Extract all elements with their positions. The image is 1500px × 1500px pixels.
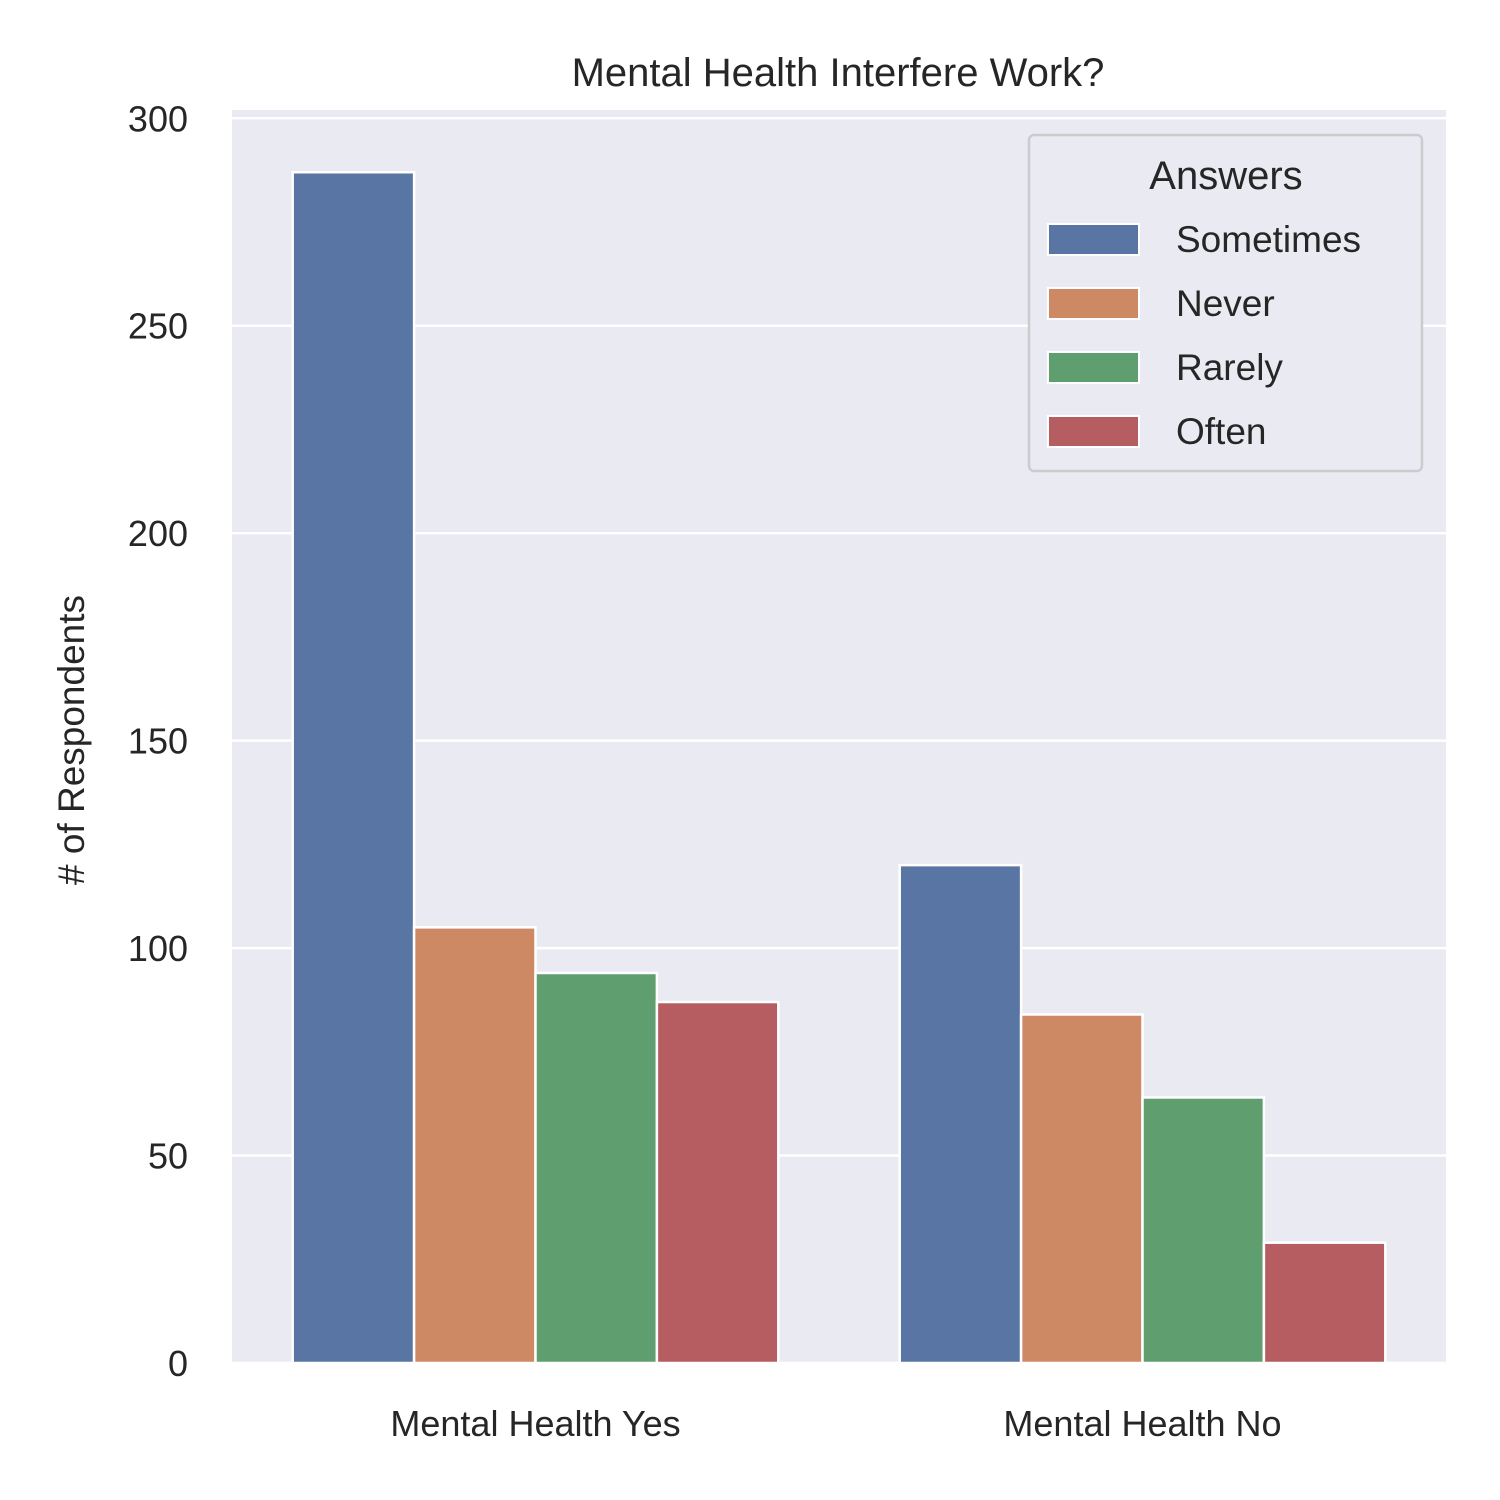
bar-often-no	[1262, 1241, 1387, 1365]
y-tick-label: 200	[128, 513, 188, 554]
legend-swatch-rarely	[1047, 351, 1140, 384]
legend-label-often: Often	[1176, 411, 1267, 452]
legend-swatch-sometimes	[1047, 223, 1140, 256]
y-tick-label: 50	[148, 1136, 188, 1177]
x-tick-labels: Mental Health Yes Mental Health No	[390, 1403, 1281, 1444]
bar-often-yes	[655, 1000, 780, 1365]
y-tick-label: 250	[128, 306, 188, 347]
x-tick-label: Mental Health No	[1003, 1403, 1281, 1444]
y-tick-label: 300	[128, 98, 188, 139]
bar-never-yes	[412, 926, 537, 1365]
y-tick-label: 150	[128, 721, 188, 762]
legend: Answers Sometimes Never Rarely Often	[1027, 133, 1424, 473]
legend-swatch-never	[1047, 287, 1140, 320]
legend-label-sometimes: Sometimes	[1176, 219, 1361, 260]
y-tick-label: 0	[168, 1343, 188, 1384]
bar-never-no	[1019, 1013, 1144, 1365]
legend-swatch-often	[1047, 415, 1140, 448]
bar-sometimes-yes	[291, 170, 416, 1365]
y-tick-labels: 0 50 100 150 200 250 300	[128, 98, 188, 1384]
y-axis-label: # of Respondents	[51, 595, 92, 885]
bar-rarely-no	[1141, 1096, 1266, 1365]
chart-title: Mental Health Interfere Work?	[572, 51, 1105, 95]
bar-rarely-yes	[534, 971, 659, 1365]
legend-title: Answers	[1149, 154, 1302, 198]
legend-label-rarely: Rarely	[1176, 347, 1283, 388]
bars	[291, 170, 1387, 1365]
bar-sometimes-no	[898, 863, 1023, 1365]
legend-label-never: Never	[1176, 283, 1275, 324]
x-tick-label: Mental Health Yes	[390, 1403, 680, 1444]
legend-frame	[1027, 133, 1424, 473]
y-tick-label: 100	[128, 928, 188, 969]
